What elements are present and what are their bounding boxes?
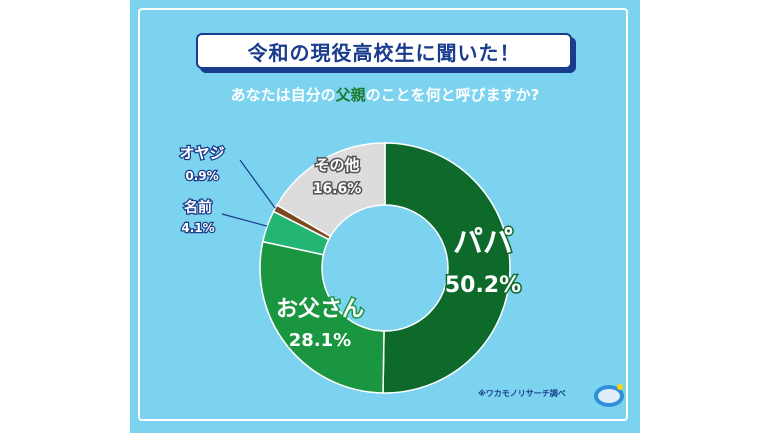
slice-value-3: 4.1% — [181, 221, 214, 235]
title-box: 令和の現役高校生に聞いた！ — [196, 33, 572, 69]
slice-label-5: その他 — [314, 156, 359, 174]
slice-value-1: 50.2% — [445, 273, 521, 298]
question-text-after: のことを何と呼びますか? — [365, 86, 540, 104]
question-highlight: 父親 — [335, 86, 366, 104]
infographic-panel: 令和の現役高校生に聞いた！ あなたは自分の父親のことを何と呼びますか? パパ 50… — [130, 0, 640, 433]
survey-question: あなたは自分の父親のことを何と呼びますか? — [130, 84, 640, 105]
slice-5 — [275, 142, 386, 238]
donut-chart: パパ 50.2% お父さん 28.1% 名前 4.1% オヤジ 0.9% その他 16.6% — [178, 142, 523, 394]
slice-label-1: パパ — [453, 225, 513, 260]
slice-1 — [382, 142, 511, 394]
slice-label-2: お父さん — [276, 297, 364, 322]
leader-line-3 — [221, 213, 268, 227]
slice-value-5: 16.6% — [313, 181, 362, 197]
panel-frame — [138, 8, 628, 421]
slice-value-4: 0.9% — [185, 169, 218, 183]
leader-line-4 — [239, 159, 276, 209]
slice-label-3: 名前 — [184, 199, 212, 216]
page-title: 令和の現役高校生に聞いた！ — [247, 40, 521, 65]
slice-value-2: 28.1% — [289, 330, 351, 351]
source-note: ※ワカモノリサーチ調べ — [478, 389, 566, 398]
slice-2 — [259, 240, 385, 394]
slice-label-4: オヤジ — [179, 144, 224, 162]
research-logo-icon — [594, 384, 624, 407]
question-text-before: あなたは自分の — [230, 86, 336, 104]
